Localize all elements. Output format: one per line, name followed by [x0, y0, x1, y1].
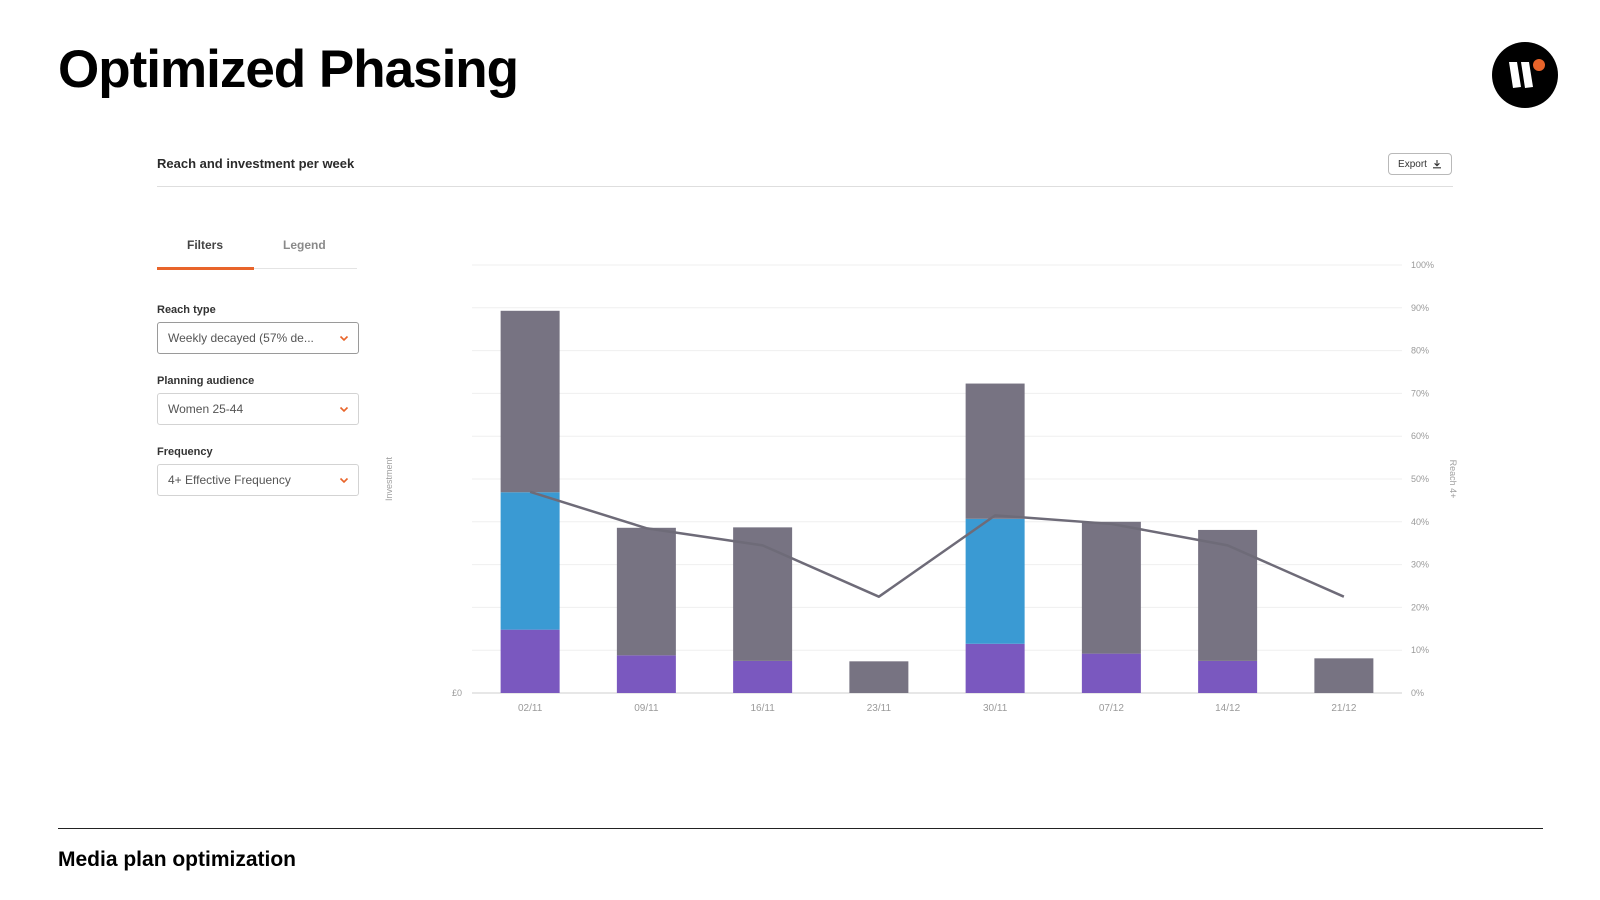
- x-tick-label: 30/11: [983, 703, 1008, 714]
- x-tick-label: 09/11: [634, 703, 659, 714]
- bar-segment: [500, 492, 560, 630]
- right-tick-label: 60%: [1411, 431, 1429, 441]
- left-tick-label: £0: [452, 688, 462, 698]
- bar-segment: [1081, 521, 1141, 654]
- x-tick-label: 23/11: [867, 703, 892, 714]
- frequency-value: 4+ Effective Frequency: [168, 473, 291, 487]
- reach-type-value: Weekly decayed (57% de...: [168, 331, 314, 345]
- bar-segment: [616, 655, 676, 693]
- bar-segment: [1198, 660, 1258, 693]
- right-tick-label: 30%: [1411, 560, 1429, 570]
- bar-segment: [1198, 529, 1258, 661]
- frequency-select[interactable]: 4+ Effective Frequency: [157, 464, 359, 496]
- reach-investment-chart: £0 0% 10% 20% 30% 40% 50% 60% 70% 80% 90% 100% Inves…: [384, 260, 1458, 714]
- x-tick-label: 14/12: [1215, 703, 1240, 714]
- footer-divider: [58, 828, 1543, 829]
- bar-segment: [1081, 653, 1141, 693]
- chevron-down-icon: [339, 406, 349, 413]
- planning-audience-label: Planning audience: [157, 375, 255, 387]
- bar-segment: [733, 527, 793, 661]
- x-tick-label: 16/11: [750, 703, 775, 714]
- bar-segment: [500, 629, 560, 693]
- right-tick-label: 90%: [1411, 303, 1429, 313]
- right-tick-label: 10%: [1411, 645, 1429, 655]
- chevron-down-icon: [339, 477, 349, 484]
- right-tick-label: 80%: [1411, 346, 1429, 356]
- reach-line: [529, 490, 1345, 598]
- bar-segment: [965, 643, 1025, 693]
- x-tick-label: 07/12: [1099, 703, 1124, 714]
- panel-title: Reach and investment per week: [157, 156, 355, 171]
- right-axis-title: Reach 4+: [1448, 460, 1458, 499]
- footer-title: Media plan optimization: [58, 848, 297, 871]
- planning-audience-value: Women 25-44: [168, 402, 244, 416]
- bar-segment: [616, 527, 676, 656]
- right-tick-label: 50%: [1411, 474, 1429, 484]
- bar-segment: [500, 310, 560, 493]
- bar-segment: [965, 383, 1025, 519]
- export-button[interactable]: Export: [1388, 153, 1452, 175]
- bar-segment: [965, 518, 1025, 644]
- slide-title: Optimized Phasing: [58, 40, 519, 99]
- right-tick-label: 40%: [1411, 517, 1429, 527]
- left-axis-title: Investment: [384, 456, 394, 501]
- bar-segment: [1314, 658, 1374, 693]
- planning-audience-select[interactable]: Women 25-44: [157, 393, 359, 425]
- right-tick-label: 0%: [1411, 688, 1424, 698]
- reach-type-select[interactable]: Weekly decayed (57% de...: [157, 322, 359, 354]
- export-label: Export: [1398, 158, 1427, 170]
- reach-type-label: Reach type: [157, 304, 216, 316]
- download-icon: [1432, 160, 1441, 169]
- chevron-down-icon: [339, 335, 349, 342]
- brand-logo-icon: [1492, 42, 1558, 108]
- active-tab-indicator: [157, 267, 254, 270]
- bar-segment: [849, 661, 909, 693]
- bar-segment: [733, 660, 793, 693]
- right-tick-label: 100%: [1411, 260, 1434, 270]
- x-tick-label: 21/12: [1331, 703, 1356, 714]
- panel-tabs: Filters Legend: [157, 234, 357, 270]
- frequency-label: Frequency: [157, 446, 213, 458]
- panel-divider: [157, 186, 1453, 187]
- right-tick-label: 20%: [1411, 602, 1429, 612]
- right-tick-label: 70%: [1411, 388, 1429, 398]
- tab-filters[interactable]: Filters: [187, 238, 224, 252]
- tab-legend[interactable]: Legend: [283, 238, 326, 252]
- x-tick-label: 02/11: [518, 703, 543, 714]
